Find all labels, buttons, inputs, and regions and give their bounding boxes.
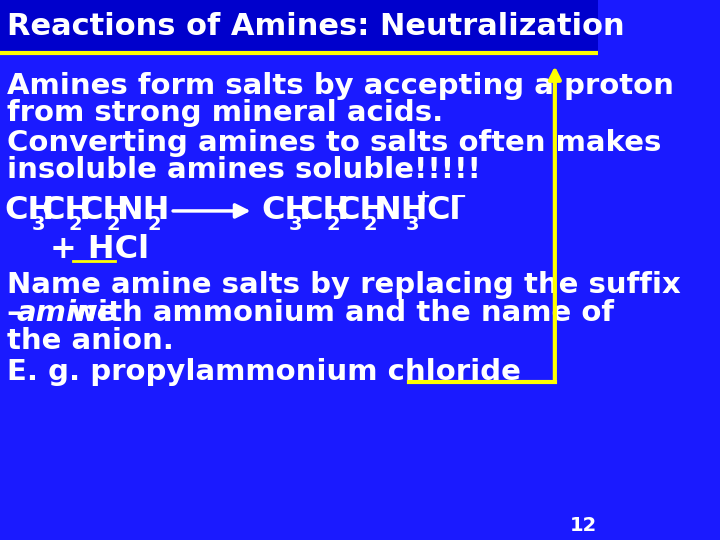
Text: insoluble amines soluble!!!!!: insoluble amines soluble!!!!! [6, 156, 480, 184]
Text: NH: NH [117, 195, 170, 226]
Text: CH: CH [336, 195, 387, 226]
Text: Name amine salts by replacing the suffix: Name amine salts by replacing the suffix [6, 271, 680, 299]
Text: amine: amine [17, 299, 117, 327]
Text: CH: CH [261, 195, 312, 226]
Text: CH: CH [42, 195, 91, 226]
Text: Converting amines to salts often makes: Converting amines to salts often makes [6, 129, 661, 157]
Text: 3: 3 [405, 215, 419, 234]
Text: CH: CH [4, 195, 55, 226]
Text: +: + [415, 188, 431, 206]
Text: CH: CH [79, 195, 129, 226]
Text: + HCl: + HCl [50, 234, 149, 265]
Text: NH: NH [374, 195, 427, 226]
Text: Amines form salts by accepting a proton: Amines form salts by accepting a proton [6, 72, 673, 100]
Text: –: – [6, 299, 22, 327]
Text: 2: 2 [69, 215, 83, 234]
Text: 3: 3 [289, 215, 302, 234]
Text: with ammonium and the name of: with ammonium and the name of [61, 299, 614, 327]
Text: CH: CH [299, 195, 349, 226]
Text: 12: 12 [570, 516, 598, 535]
Text: −: − [451, 188, 466, 206]
Text: 2: 2 [148, 215, 161, 234]
Text: Reactions of Amines: Neutralization: Reactions of Amines: Neutralization [6, 12, 624, 41]
Text: E. g. propylammonium chloride: E. g. propylammonium chloride [6, 359, 521, 387]
Text: 3: 3 [32, 215, 45, 234]
Text: from strong mineral acids.: from strong mineral acids. [6, 99, 443, 127]
Text: 2: 2 [326, 215, 340, 234]
Text: Cl: Cl [426, 195, 461, 226]
Text: the anion.: the anion. [6, 327, 174, 355]
Text: 2: 2 [364, 215, 377, 234]
FancyBboxPatch shape [0, 0, 598, 51]
Text: 2: 2 [107, 215, 120, 234]
